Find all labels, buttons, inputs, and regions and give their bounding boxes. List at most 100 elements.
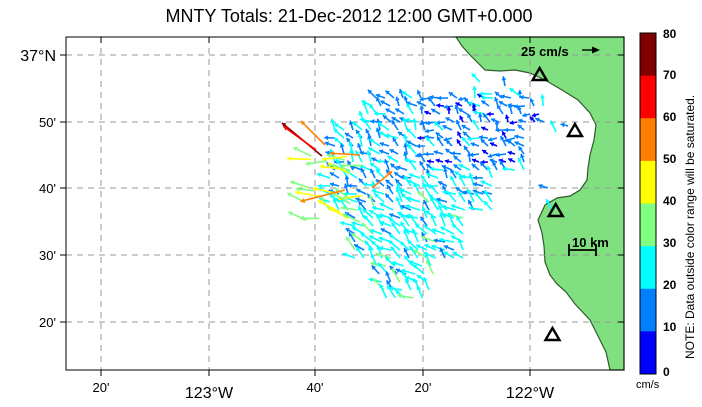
current-vector-head (329, 172, 335, 177)
current-vector-head (371, 157, 376, 162)
current-vector-head (388, 234, 394, 239)
colorbar-tick-label: 20 (663, 278, 677, 292)
current-vector-head (443, 104, 448, 110)
current-vector-head (469, 152, 474, 158)
current-vector-head (333, 128, 339, 134)
current-vector-head (332, 192, 337, 198)
current-vector-head (419, 152, 424, 158)
current-vector-head (368, 147, 373, 152)
current-vector-head (453, 164, 458, 169)
current-vector-head (415, 223, 420, 229)
current-vector-head (290, 180, 295, 186)
current-vector-head (348, 120, 354, 125)
current-vector-head (430, 214, 435, 220)
colorbar-tick-labels: 80 70 60 50 40 30 20 10 0 (663, 27, 677, 379)
current-vector-head (396, 165, 401, 170)
current-vector-head (357, 143, 362, 148)
current-vector-head (347, 160, 352, 166)
current-vector-head (389, 213, 394, 218)
current-vector-head (472, 119, 478, 125)
current-vector-head (531, 112, 537, 118)
current-vector-head (395, 196, 401, 202)
current-vector (330, 152, 361, 156)
speed-colorbar (639, 32, 657, 375)
current-vector-head (504, 127, 509, 133)
current-vector-head (484, 190, 489, 195)
current-vector-head (390, 246, 396, 252)
scale-bar-label: 10 km (572, 235, 609, 250)
current-vector-head (407, 179, 413, 185)
current-vector-head (395, 187, 401, 193)
current-vector-head (356, 247, 361, 252)
current-vector-head (540, 94, 545, 99)
current-vector-head (412, 118, 418, 123)
current-vector-head (360, 168, 365, 173)
current-vector-head (283, 126, 289, 131)
current-vector-head (360, 233, 366, 238)
current-vector-head (373, 278, 378, 284)
current-vector-head (391, 120, 396, 125)
current-vector-head (329, 194, 335, 199)
current-vector-head (481, 126, 486, 131)
y-tick-label: 20' (39, 315, 56, 330)
current-vector-head (409, 246, 414, 251)
current-vector-head (391, 117, 397, 122)
current-vector-head (425, 259, 431, 265)
current-vector-head (437, 136, 442, 141)
current-vector-head (403, 96, 409, 101)
current-vector-head (334, 123, 339, 128)
current-vector-head (404, 228, 409, 234)
current-vector-head (463, 145, 469, 151)
station-east-marker (565, 121, 585, 138)
current-vector-head (354, 244, 359, 249)
current-vector-head (344, 212, 350, 217)
colorbar-tick-label: 70 (663, 68, 677, 82)
current-vector-head (368, 194, 374, 200)
current-vector-head (369, 210, 374, 215)
current-vector-head (397, 211, 402, 217)
current-vector-head (441, 164, 447, 170)
current-vector-head (424, 243, 429, 249)
current-vector-head (503, 137, 509, 143)
current-vector-head (423, 199, 428, 205)
current-vector-head (404, 157, 409, 163)
x-tick-label: 122°W (506, 385, 555, 402)
current-vector-head (371, 265, 377, 270)
current-vector-head (379, 213, 384, 218)
y-tick-label: 40' (39, 181, 56, 196)
current-vector-head (494, 97, 499, 102)
current-vector-head (379, 141, 385, 147)
colorbar-segment (640, 75, 656, 119)
current-vector-head (454, 171, 460, 176)
current-vector-head (473, 110, 478, 115)
map-title: MNTY Totals: 21-Dec-2012 12:00 GMT+0.000 (165, 6, 532, 26)
current-vector-head (369, 103, 374, 109)
current-vector-head (501, 131, 507, 136)
current-vector-head (504, 114, 510, 119)
current-vector-head (330, 118, 336, 124)
current-vector-head (489, 142, 495, 147)
current-vector-head (366, 150, 372, 155)
colorbar-tick-label: 10 (663, 320, 677, 334)
current-vector-head (388, 240, 394, 245)
current-vector-head (340, 163, 345, 168)
current-vector-head (348, 232, 354, 237)
current-vector-head (520, 153, 525, 159)
current-vector-head (401, 91, 407, 96)
current-vectors (281, 72, 569, 299)
current-vector-head (367, 246, 373, 251)
current-vector-head (416, 244, 421, 249)
current-vector-head (455, 102, 460, 107)
current-vector-head (492, 161, 497, 167)
current-vector-head (416, 90, 422, 95)
current-vector-head (374, 193, 379, 199)
current-vector-head (385, 133, 390, 139)
current-vector-head (416, 101, 422, 106)
y-tick-label: 30' (39, 248, 56, 263)
current-vector-head (345, 228, 351, 233)
current-vector-head (391, 268, 397, 273)
current-vector-head (385, 108, 391, 113)
current-vector-head (370, 119, 375, 124)
colorbar-unit: cm/s (636, 379, 660, 391)
current-vector-head (424, 110, 429, 116)
